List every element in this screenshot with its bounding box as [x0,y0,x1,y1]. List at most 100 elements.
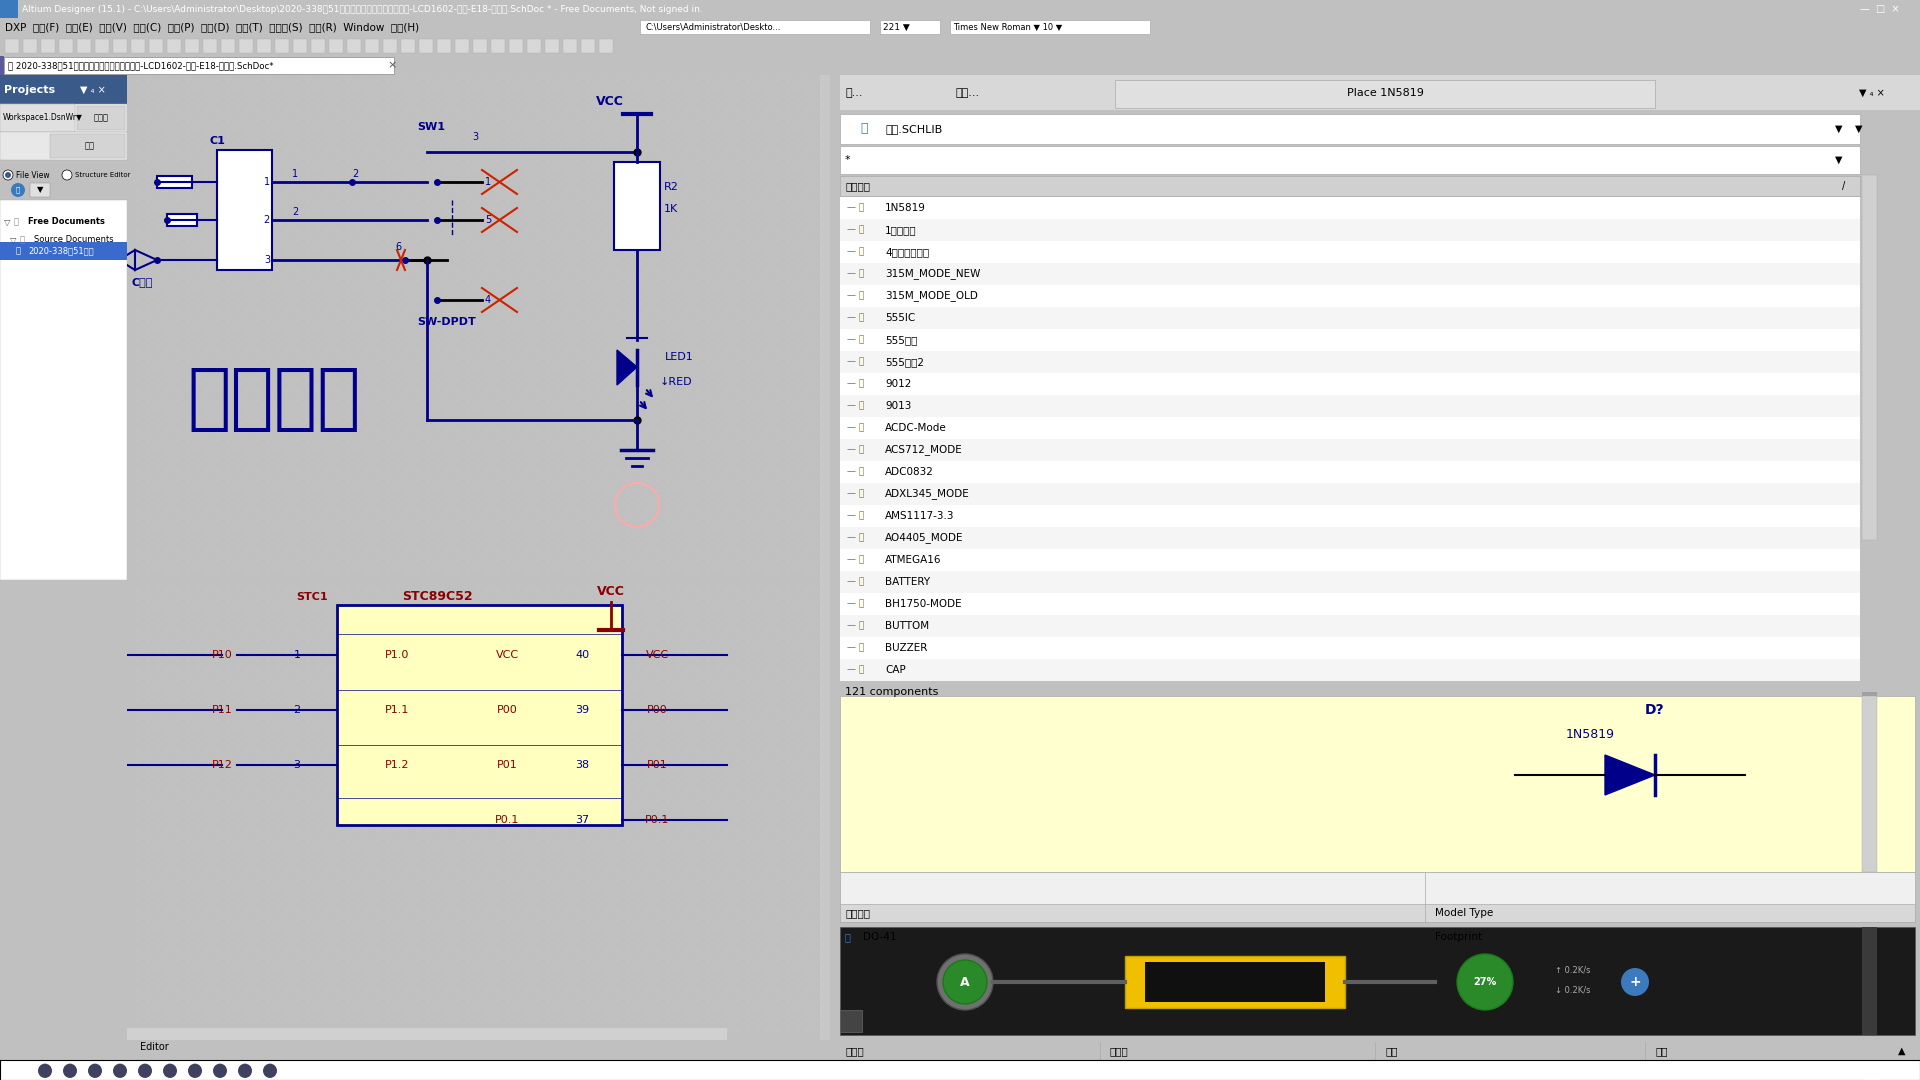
Circle shape [213,1064,227,1078]
Bar [455,39,468,53]
Bar [820,580,829,1040]
Text: 4: 4 [486,295,492,305]
Text: P11: P11 [211,705,232,715]
Text: ENG: ENG [1818,1066,1839,1076]
Bar [841,483,1860,505]
Bar [599,39,612,53]
Text: 2: 2 [263,215,271,225]
Text: SW1: SW1 [417,122,445,132]
Text: P10: P10 [211,650,232,660]
Bar [841,395,1860,417]
Text: CAP: CAP [885,665,906,675]
Text: C1: C1 [209,136,225,146]
Text: 10:00: 10:00 [1853,1062,1880,1071]
Text: DXP  文件(F)  编辑(E)  察看(V)  工程(C)  放置(P)  设计(D)  工具(T)  仿真器(S)  报告(R)  Window  帮助(: DXP 文件(F) 编辑(E) 察看(V) 工程(C) 放置(P) 设计(D) … [6,22,419,32]
Text: DO-41: DO-41 [862,932,897,942]
Text: AO4405_MODE: AO4405_MODE [885,532,964,543]
Text: VCC: VCC [645,650,668,660]
Text: System   Design Compiler   SCH   Instruments   OpenBus调色板  快捷方式  >>: System Design Compiler SCH Instruments O… [639,1065,989,1075]
Bar [348,39,361,53]
Text: BH1750-MODE: BH1750-MODE [885,599,962,609]
Text: 📄: 📄 [15,246,21,256]
Bar [820,75,829,580]
Text: ↑ 0.2K/s: ↑ 0.2K/s [1555,966,1590,974]
Bar [545,39,559,53]
Text: ▼ ₄ ×: ▼ ₄ × [81,85,106,95]
Bar [841,872,1914,922]
Bar [0,242,127,260]
Text: 🔵: 🔵 [15,187,19,193]
Text: 2020-338、51汽车: 2020-338、51汽车 [29,246,94,256]
Text: — 🟡: — 🟡 [847,644,864,652]
Bar [60,39,73,53]
Bar [841,417,1860,438]
Text: 221 ▼: 221 ▼ [883,23,910,31]
Bar [841,1010,862,1032]
Bar [338,605,622,825]
Bar [841,176,1860,195]
Text: 1K: 1K [664,204,678,214]
Text: AMS1117-3.3: AMS1117-3.3 [885,511,954,521]
Bar [311,39,324,53]
Bar [841,637,1860,659]
Circle shape [6,172,12,178]
Text: STC89C52: STC89C52 [401,590,472,603]
Text: Footprint: Footprint [1434,932,1482,942]
Text: 315M_MODE_OLD: 315M_MODE_OLD [885,291,977,301]
Bar [0,200,127,580]
Bar [841,571,1860,593]
Bar [94,39,109,53]
Text: P12: P12 [211,760,232,770]
Text: ↓ 0.2K/s: ↓ 0.2K/s [1555,985,1590,995]
Bar [419,39,434,53]
Bar [614,162,660,249]
Text: BUZZER: BUZZER [885,643,927,653]
Bar [841,696,1914,872]
Bar [77,106,125,130]
Text: 5: 5 [486,215,492,225]
Text: 📁: 📁 [13,217,19,227]
Text: 10:00: 10:00 [1868,1065,1895,1075]
Circle shape [188,1064,202,1078]
Bar [0,0,17,18]
Text: P1.2: P1.2 [384,760,409,770]
Text: 📄 2020-338、51汽车后视镜自动折叠系统设计-LCD1602-霍尔-E18-电磁锁.SchDoc*: 📄 2020-338、51汽车后视镜自动折叠系统设计-LCD1602-霍尔-E1… [8,60,273,70]
Circle shape [12,183,25,197]
Bar [841,593,1860,615]
Text: ▼ ₄ ×: ▼ ₄ × [1859,87,1885,98]
Text: BUTTOM: BUTTOM [885,621,929,631]
Text: R2: R2 [664,183,680,192]
Text: — 🟡: — 🟡 [847,313,864,323]
Text: — 🟡: — 🟡 [847,555,864,565]
Bar [401,39,415,53]
Bar [841,615,1860,637]
Bar [0,75,127,104]
Bar [4,57,394,75]
Bar [1862,175,1878,540]
Bar [835,75,841,1040]
Text: SW-DPDT: SW-DPDT [417,318,476,327]
Bar [294,39,307,53]
Bar [1116,80,1655,108]
Circle shape [61,170,73,180]
Text: P00: P00 [647,705,668,715]
Text: 121 components: 121 components [845,687,939,697]
Bar [23,39,36,53]
Text: Altium Designer (15.1) - C:\Users\Administrator\Desktop\2020-338、51汽车后视镜自动折叠系统设计: Altium Designer (15.1) - C:\Users\Admini… [21,4,703,13]
Text: 39: 39 [574,705,589,715]
Text: P1.1: P1.1 [384,705,409,715]
Text: ▼: ▼ [1836,156,1843,165]
Text: ▼: ▼ [1855,124,1862,134]
Bar [204,39,217,53]
Text: 📁: 📁 [19,235,25,244]
Bar [841,197,1860,219]
Text: /: / [1841,181,1845,191]
Text: 6: 6 [396,242,401,252]
Bar [841,114,1860,144]
Text: Editor: Editor [140,1042,169,1053]
Text: — 🟡: — 🟡 [847,621,864,631]
Text: 2: 2 [351,168,359,179]
Bar [31,183,50,197]
Bar [1144,962,1325,1002]
Text: 供应商: 供应商 [845,1047,864,1056]
